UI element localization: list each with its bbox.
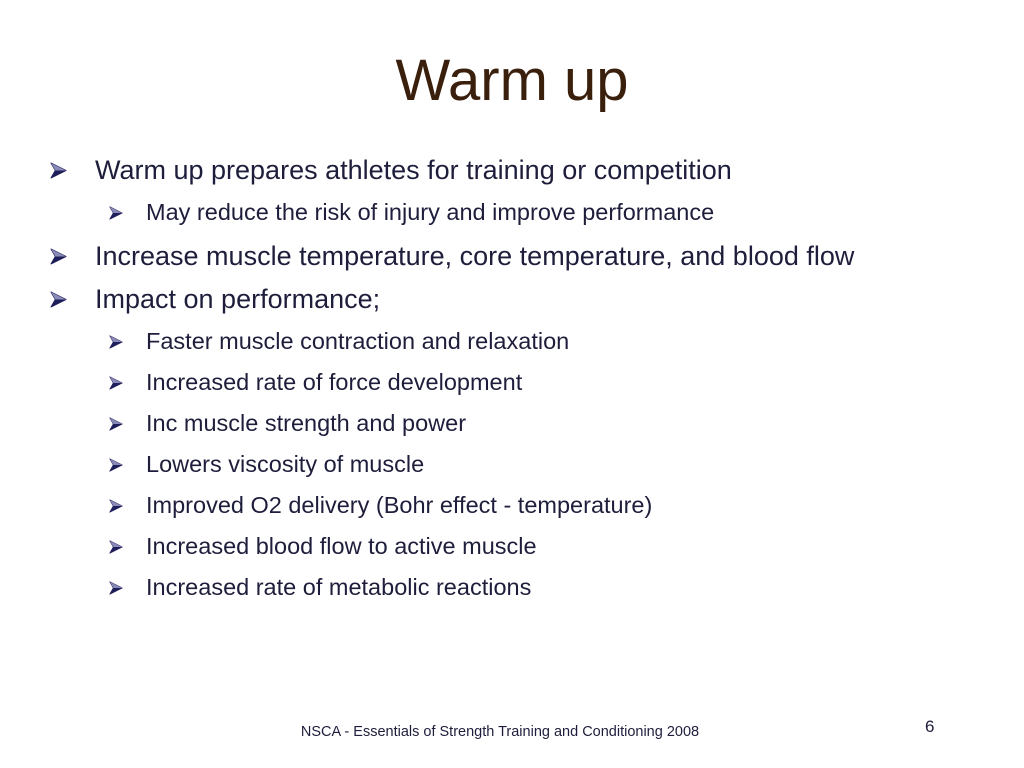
bullet: Warm up prepares athletes for training o… xyxy=(95,154,732,185)
bullet-arrow xyxy=(109,335,123,349)
bullet-arrow xyxy=(109,499,123,513)
bullet-arrow xyxy=(109,206,123,220)
bullet: Increase muscle temperature, core temper… xyxy=(95,240,855,271)
sub-bullet: Improved O2 delivery (Bohr effect - temp… xyxy=(146,492,653,519)
bullet-arrow xyxy=(50,248,67,264)
sub-bullet: Increased blood flow to active muscle xyxy=(146,533,537,560)
bullet-arrow xyxy=(109,417,123,431)
slide-title: Warm up xyxy=(395,48,629,113)
bullet-arrow xyxy=(50,291,67,307)
bullet-arrow xyxy=(109,376,123,390)
sub-bullet: May reduce the risk of injury and improv… xyxy=(146,199,715,226)
bullet-arrow xyxy=(109,458,123,472)
sub-bullet: Increased rate of metabolic reactions xyxy=(146,574,532,601)
sub-bullet: Lowers viscosity of muscle xyxy=(146,451,425,478)
sub-bullet: Inc muscle strength and power xyxy=(146,410,467,437)
sub-bullet: Faster muscle contraction and relaxation xyxy=(146,328,570,355)
bullet: Impact on performance; xyxy=(95,283,381,314)
sub-bullet: Increased rate of force development xyxy=(146,369,523,396)
page-number: 6 xyxy=(925,717,935,736)
footer: NSCA - Essentials of Strength Training a… xyxy=(300,724,700,740)
bullet-arrow xyxy=(50,162,67,178)
bullet-arrow xyxy=(109,540,123,554)
bullet-arrow xyxy=(109,581,123,595)
